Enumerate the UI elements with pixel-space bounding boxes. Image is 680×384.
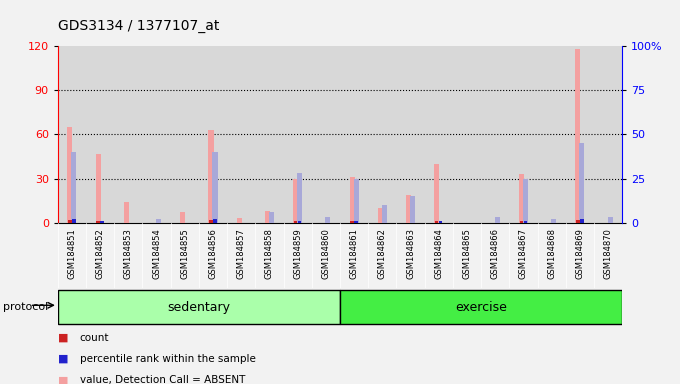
Bar bbox=[227, 46, 256, 223]
Bar bbox=[566, 46, 594, 223]
Bar bbox=[594, 46, 622, 223]
Bar bbox=[453, 46, 481, 223]
Bar bbox=[519, 174, 524, 223]
Text: exercise: exercise bbox=[455, 301, 507, 314]
Bar bbox=[284, 46, 312, 223]
Bar bbox=[209, 220, 213, 223]
FancyBboxPatch shape bbox=[58, 290, 340, 324]
Bar bbox=[425, 46, 453, 223]
Bar bbox=[524, 221, 527, 223]
Text: GDS3134 / 1377107_at: GDS3134 / 1377107_at bbox=[58, 19, 219, 33]
Bar bbox=[354, 179, 358, 223]
Text: protocol: protocol bbox=[3, 302, 49, 312]
Bar bbox=[312, 46, 340, 223]
Bar bbox=[406, 195, 411, 223]
Bar bbox=[509, 46, 538, 223]
Bar bbox=[97, 221, 100, 223]
Text: value, Detection Call = ABSENT: value, Detection Call = ABSENT bbox=[80, 375, 245, 384]
Bar bbox=[199, 46, 227, 223]
Bar bbox=[124, 202, 129, 223]
Text: GSM184869: GSM184869 bbox=[575, 228, 584, 279]
Bar bbox=[71, 152, 76, 223]
Bar bbox=[340, 46, 369, 223]
Bar bbox=[575, 49, 581, 223]
Text: GSM184867: GSM184867 bbox=[519, 228, 528, 279]
Text: count: count bbox=[80, 333, 109, 343]
Bar bbox=[378, 208, 383, 223]
Bar bbox=[294, 221, 297, 223]
Bar bbox=[551, 219, 556, 223]
Bar bbox=[214, 219, 217, 223]
Bar bbox=[494, 217, 500, 223]
Bar bbox=[101, 221, 104, 223]
Bar bbox=[481, 46, 509, 223]
Bar bbox=[325, 217, 330, 223]
Text: percentile rank within the sample: percentile rank within the sample bbox=[80, 354, 256, 364]
Text: ■: ■ bbox=[58, 354, 68, 364]
Bar bbox=[96, 154, 101, 223]
Text: GSM184861: GSM184861 bbox=[350, 228, 358, 279]
Bar bbox=[58, 46, 86, 223]
Text: GSM184853: GSM184853 bbox=[124, 228, 133, 279]
Text: GSM184863: GSM184863 bbox=[406, 228, 415, 279]
Text: GSM184870: GSM184870 bbox=[604, 228, 613, 279]
Text: GSM184854: GSM184854 bbox=[152, 228, 161, 279]
Bar bbox=[297, 173, 302, 223]
Text: GSM184855: GSM184855 bbox=[180, 228, 189, 279]
Bar bbox=[369, 46, 396, 223]
Text: GSM184862: GSM184862 bbox=[378, 228, 387, 279]
Text: GSM184856: GSM184856 bbox=[209, 228, 218, 279]
Bar bbox=[576, 220, 579, 223]
Bar bbox=[269, 212, 274, 223]
Bar bbox=[435, 221, 439, 223]
Bar bbox=[439, 221, 443, 223]
FancyBboxPatch shape bbox=[340, 290, 622, 324]
Bar bbox=[435, 164, 439, 223]
Bar bbox=[354, 221, 358, 223]
Bar bbox=[410, 196, 415, 223]
Bar bbox=[114, 46, 143, 223]
Bar bbox=[156, 219, 161, 223]
Bar bbox=[293, 179, 299, 223]
Text: GSM184859: GSM184859 bbox=[293, 228, 302, 279]
Text: ■: ■ bbox=[58, 375, 68, 384]
Bar bbox=[68, 220, 71, 223]
Bar bbox=[265, 211, 270, 223]
Bar bbox=[298, 221, 301, 223]
Bar bbox=[237, 218, 242, 223]
Bar bbox=[396, 46, 425, 223]
Bar bbox=[520, 221, 523, 223]
Bar bbox=[607, 217, 613, 223]
Bar bbox=[580, 219, 583, 223]
Bar bbox=[350, 221, 354, 223]
Bar bbox=[256, 46, 284, 223]
Bar bbox=[212, 152, 218, 223]
Text: GSM184865: GSM184865 bbox=[462, 228, 471, 279]
Bar bbox=[143, 46, 171, 223]
Bar bbox=[381, 205, 387, 223]
Bar bbox=[538, 46, 566, 223]
Bar bbox=[579, 143, 584, 223]
Text: ■: ■ bbox=[58, 333, 68, 343]
Bar bbox=[523, 179, 528, 223]
Bar bbox=[67, 127, 73, 223]
Text: GSM184860: GSM184860 bbox=[322, 228, 330, 279]
Text: sedentary: sedentary bbox=[167, 301, 231, 314]
Bar bbox=[171, 46, 199, 223]
Text: GSM184858: GSM184858 bbox=[265, 228, 274, 279]
Text: GSM184866: GSM184866 bbox=[491, 228, 500, 279]
Text: GSM184851: GSM184851 bbox=[67, 228, 76, 279]
Text: GSM184864: GSM184864 bbox=[435, 228, 443, 279]
Text: GSM184857: GSM184857 bbox=[237, 228, 245, 279]
Bar bbox=[209, 130, 214, 223]
Text: GSM184852: GSM184852 bbox=[96, 228, 105, 279]
Text: GSM184868: GSM184868 bbox=[547, 228, 556, 279]
Bar bbox=[72, 219, 75, 223]
Bar bbox=[350, 177, 355, 223]
Bar bbox=[86, 46, 114, 223]
Bar bbox=[180, 212, 186, 223]
